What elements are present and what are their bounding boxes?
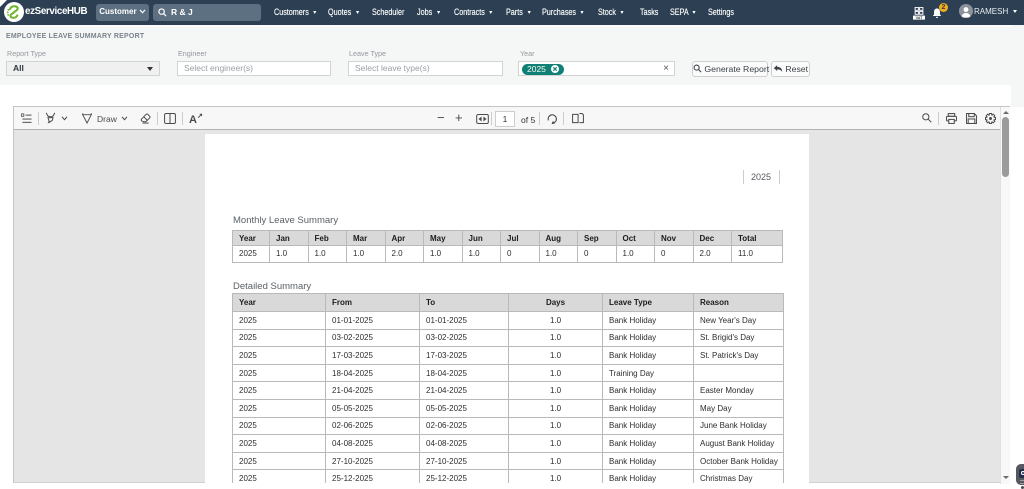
- svg-text:VAT: VAT: [916, 16, 924, 20]
